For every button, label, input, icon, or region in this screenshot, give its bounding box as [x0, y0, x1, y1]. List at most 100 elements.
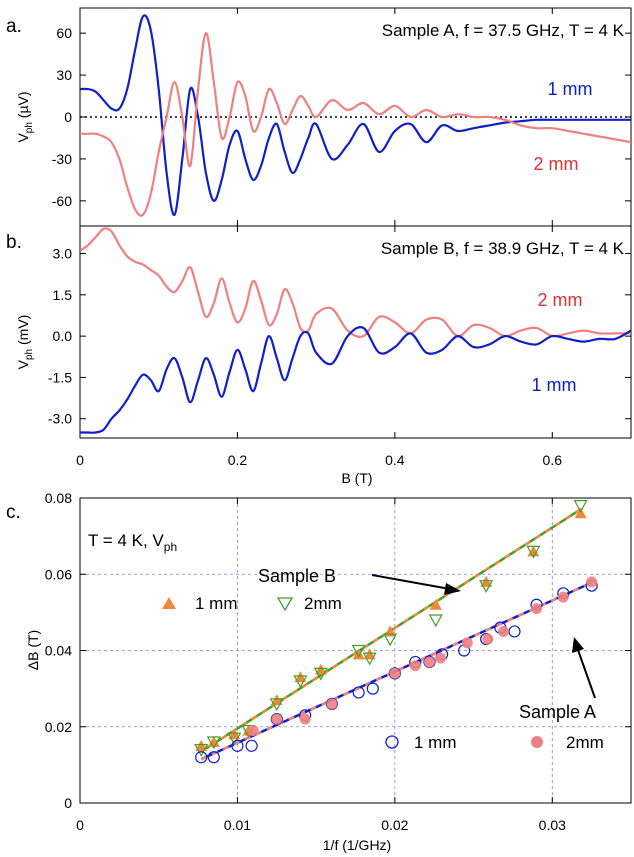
legend-b-1mm-label: 1 mm: [195, 594, 238, 613]
panel-b-frame: [79, 225, 632, 439]
sample-b-arrow: [371, 574, 451, 590]
legend-b-2mm-label: 2mm: [304, 594, 342, 613]
data-point: [245, 739, 258, 752]
data-point: [497, 625, 509, 637]
sample-b-label: Sample B: [258, 566, 336, 586]
panel-b-series-1mm: [80, 326, 631, 434]
sample-a-arrow: [577, 649, 596, 699]
y-tick-label: -30: [52, 151, 72, 167]
data-point: [383, 633, 398, 647]
sample-a-label: Sample A: [519, 702, 596, 722]
panel-b-series-2mm-label: 2 mm: [538, 290, 583, 310]
y-tick-label: -60: [52, 193, 72, 209]
panel-a-series-2mm-label: 2 mm: [534, 154, 579, 174]
data-point: [362, 652, 377, 666]
data-point: [314, 663, 327, 675]
data-point: [271, 713, 283, 725]
panel-b-x-ticks: 0 0.2 0.4 0.6: [76, 226, 562, 468]
x-tick-label: 0: [76, 452, 84, 468]
data-point: [479, 580, 494, 593]
panel-a: 60 30 0 -30 -60 a. Sample A, f = 37.5 GHz, T…: [6, 7, 632, 227]
y-tick-label: 3.0: [53, 246, 73, 262]
data-point: [531, 603, 543, 615]
sample-a-arrowhead: [572, 637, 584, 653]
y-tick-label: 1.5: [53, 287, 73, 303]
legend-b-1mm-marker: [162, 597, 176, 609]
data-point: [352, 648, 365, 660]
y-tick-label: 0: [64, 109, 72, 125]
data-point: [428, 614, 443, 628]
data-point: [195, 751, 208, 764]
data-point: [480, 575, 493, 587]
panel-a-x-ticks: [79, 8, 553, 226]
data-point: [313, 667, 328, 681]
data-point: [526, 545, 541, 559]
panel-b-label: b.: [6, 232, 22, 253]
y-tick-label: -3.0: [48, 411, 72, 427]
data-point: [389, 667, 401, 679]
data-point: [269, 698, 284, 712]
data-point: [293, 675, 308, 689]
data-point: [228, 728, 241, 740]
data-point: [352, 686, 365, 699]
panel-c-label: c.: [6, 502, 21, 523]
panel-a-series-2mm: [80, 32, 631, 217]
data-point: [363, 648, 376, 660]
data-point: [409, 660, 421, 672]
y-tick-label: 0.0: [53, 328, 73, 344]
panel-c: 0 0.02 0.04 0.06 0.08 0 0.01 0.02 0.03 c. T = 4…: [6, 490, 632, 853]
data-point: [294, 671, 307, 683]
legend-a-2mm-marker: [531, 736, 543, 748]
panel-c-x-ticks: 0 0.01 0.02 0.03: [76, 498, 566, 833]
y-tick-label: 0.06: [45, 566, 72, 582]
y-tick-label: 0.02: [45, 719, 72, 735]
data-point: [326, 698, 338, 710]
data-point: [227, 732, 242, 746]
x-tick-label: 0.01: [224, 817, 251, 833]
data-point: [299, 713, 311, 725]
data-point: [231, 739, 244, 752]
data-point: [482, 633, 494, 645]
panel-b: 3.0 1.5 0.0 -1.5 -3.0 0 0.2 0.4 0.6 b. Sample B…: [6, 225, 632, 486]
data-point: [423, 656, 435, 668]
panel-b-series-1mm-label: 1 mm: [532, 375, 577, 395]
legend-a-1mm-label: 1 mm: [414, 733, 457, 752]
data-point: [207, 736, 220, 747]
data-point: [586, 576, 598, 588]
data-point: [573, 500, 588, 513]
x-tick-label: 0: [76, 817, 84, 833]
panel-c-y-ticks: 0 0.02 0.04 0.06 0.08: [45, 490, 631, 811]
data-point: [207, 751, 220, 764]
x-tick-label: 0.03: [539, 817, 566, 833]
y-tick-label: 60: [56, 25, 72, 41]
data-point: [508, 625, 521, 638]
panel-a-series-1mm: [80, 14, 631, 216]
y-tick-label: 30: [56, 67, 72, 83]
panel-b-x-axis-label: B (T): [341, 470, 372, 486]
panel-b-annotation: Sample B, f = 38.9 GHz, T = 4 K: [381, 239, 625, 258]
panel-c-points: [194, 500, 598, 764]
sample-b-arrowhead: [444, 583, 461, 595]
panel-a-series-1mm-label: 1 mm: [548, 79, 593, 99]
legend-a-1mm-marker: [385, 735, 399, 749]
panel-a-annotation: Sample A, f = 37.5 GHz, T = 4 K: [382, 21, 625, 40]
y-tick-label: -1.5: [48, 369, 72, 385]
x-tick-label: 0.2: [228, 452, 248, 468]
panel-a-y-ticks: 60 30 0 -30 -60: [52, 25, 631, 209]
panel-b-series-2mm: [80, 227, 631, 338]
data-point: [461, 637, 473, 649]
y-tick-label: 0.04: [45, 643, 72, 659]
data-point: [194, 744, 209, 757]
data-point: [429, 598, 442, 610]
data-point: [557, 591, 569, 603]
x-tick-label: 0.6: [543, 452, 563, 468]
y-tick-label: 0.08: [45, 490, 72, 506]
panel-c-x-axis-label: 1/f (1/GHz): [323, 837, 391, 853]
x-tick-label: 0.4: [385, 452, 405, 468]
data-point: [195, 739, 208, 751]
x-tick-label: 0.02: [381, 817, 408, 833]
data-point: [247, 725, 259, 737]
data-point: [206, 736, 221, 750]
panel-c-y-axis-label: ΔB (T): [25, 630, 41, 670]
